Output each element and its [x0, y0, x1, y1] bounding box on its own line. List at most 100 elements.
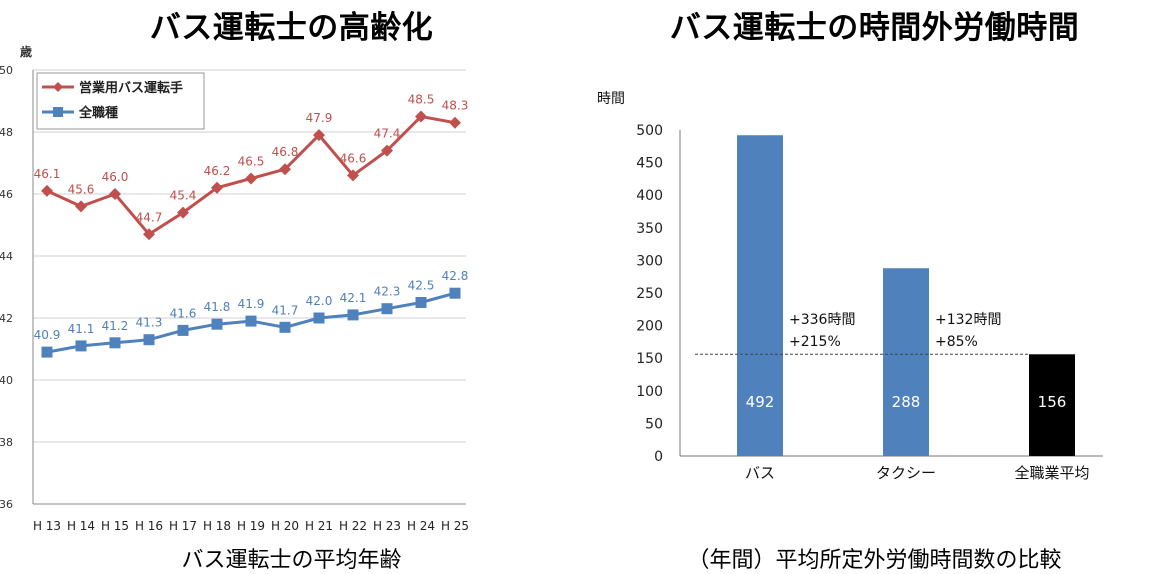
y-tick-label: 36 [0, 498, 13, 511]
y-tick-label: 46 [0, 188, 13, 201]
y-tick-label: 150 [636, 351, 663, 367]
data-label: 41.2 [102, 319, 129, 333]
x-tick-label: バス [745, 464, 775, 482]
data-point-marker [109, 188, 121, 200]
y-tick-label: 44 [0, 250, 13, 263]
data-point-marker [449, 116, 461, 129]
data-point-marker [109, 337, 121, 349]
data-point-marker [211, 181, 223, 194]
data-label: 42.1 [340, 291, 367, 305]
bar-value-label: 492 [746, 393, 775, 411]
data-label: 42.5 [408, 279, 435, 293]
legend-swatch-marker [53, 107, 63, 117]
data-label: 48.5 [408, 93, 435, 107]
y-axis-label: 歳 [20, 44, 32, 59]
x-tick-label: H 14 [67, 519, 95, 533]
difference-annotation: +336時間 [789, 312, 855, 328]
data-label: 46.6 [340, 151, 367, 165]
y-tick-label: 300 [636, 253, 663, 269]
data-label: 44.7 [136, 210, 163, 224]
data-label: 47.4 [374, 127, 401, 141]
data-point-marker [143, 228, 155, 241]
left-chart-caption: バス運転士の平均年齢 [181, 548, 402, 573]
data-point-marker [279, 321, 291, 333]
data-point-marker [279, 163, 291, 176]
data-point-marker [75, 200, 87, 213]
bar [737, 135, 783, 456]
difference-annotation: +132時間 [935, 312, 1001, 328]
data-point-marker [41, 184, 53, 197]
data-point-marker [313, 129, 325, 142]
y-tick-label: 400 [636, 188, 663, 204]
right-panel: バス運転士の時間外労働時間 時間 0 50 100 150 200 250 300 350 400… [583, 0, 1166, 574]
y-tick-label: 500 [636, 123, 663, 139]
data-point-marker [177, 324, 189, 336]
y-tick-label: 50 [0, 64, 13, 77]
data-point-marker [313, 312, 325, 324]
data-label: 41.9 [238, 297, 265, 311]
y-tick-label: 450 [636, 156, 663, 172]
data-point-marker [41, 346, 53, 358]
data-label: 41.1 [68, 322, 95, 336]
bar-chart: 時間 0 50 100 150 200 250 300 350 400 450 500 492 バス 288… [597, 91, 1103, 482]
legend-label: 営業用バス運転手 [79, 80, 183, 96]
data-point-marker [211, 318, 223, 330]
data-point-marker [347, 169, 359, 182]
data-label: 46.5 [238, 155, 265, 169]
x-tick-label: H 19 [237, 519, 265, 533]
y-tick-label: 40 [0, 374, 13, 387]
data-label: 46.8 [272, 145, 299, 159]
y-tick-label: 200 [636, 319, 663, 335]
x-tick-label: 全職業平均 [1014, 464, 1089, 482]
data-label: 46.0 [102, 170, 129, 184]
data-point-marker [75, 340, 87, 352]
line-chart: 36 38 40 42 44 46 48 50 歳 H 13 H 14 H 15 H 16 H 17 H 1… [0, 44, 469, 533]
legend-box [36, 72, 205, 130]
x-tick-label: H 24 [407, 519, 435, 533]
data-point-marker [415, 297, 427, 308]
data-label: 41.6 [170, 306, 197, 320]
data-point-marker [347, 309, 359, 321]
x-tick-label: H 13 [33, 519, 61, 533]
data-label: 42.8 [442, 269, 469, 283]
data-label: 41.3 [136, 316, 163, 330]
x-tick-label: H 20 [271, 519, 299, 533]
x-tick-label: H 15 [101, 519, 129, 533]
x-tick-label: H 23 [373, 519, 401, 533]
x-tick-label: H 17 [169, 519, 197, 533]
data-point-marker [177, 206, 189, 219]
data-point-marker [415, 110, 427, 123]
y-tick-label: 100 [636, 384, 663, 400]
y-tick-label: 42 [0, 312, 13, 325]
x-tick-label: H 22 [339, 519, 367, 533]
x-tick-label: H 18 [203, 519, 231, 533]
data-point-marker [245, 315, 257, 327]
data-label: 46.1 [34, 167, 61, 181]
data-label: 45.4 [170, 189, 197, 203]
bar [883, 268, 929, 456]
y-axis-label: 時間 [597, 91, 625, 107]
data-label: 41.7 [272, 303, 299, 317]
data-point-marker [449, 287, 461, 299]
bar [1029, 354, 1075, 456]
y-tick-label: 38 [0, 436, 13, 449]
y-tick-label: 0 [654, 449, 663, 465]
data-point-marker [143, 334, 155, 346]
data-label: 48.3 [442, 99, 469, 113]
x-tick-label: H 16 [135, 519, 163, 533]
x-tick-label: タクシー [876, 464, 936, 482]
data-label: 47.9 [306, 111, 333, 125]
data-label: 40.9 [34, 328, 61, 342]
difference-annotation: +215% [789, 334, 841, 350]
data-label: 45.6 [68, 182, 95, 196]
difference-annotation: +85% [935, 334, 978, 350]
data-point-marker [381, 144, 393, 157]
y-tick-label: 50 [645, 416, 663, 432]
data-label: 46.2 [204, 164, 231, 178]
data-label: 42.0 [306, 294, 333, 308]
right-chart-title: バス運転士の時間外労働時間 [669, 10, 1080, 46]
y-tick-label: 48 [0, 126, 13, 139]
y-tick-label: 250 [636, 286, 663, 302]
x-tick-label: H 21 [305, 519, 333, 533]
x-tick-label: H 25 [441, 519, 469, 533]
